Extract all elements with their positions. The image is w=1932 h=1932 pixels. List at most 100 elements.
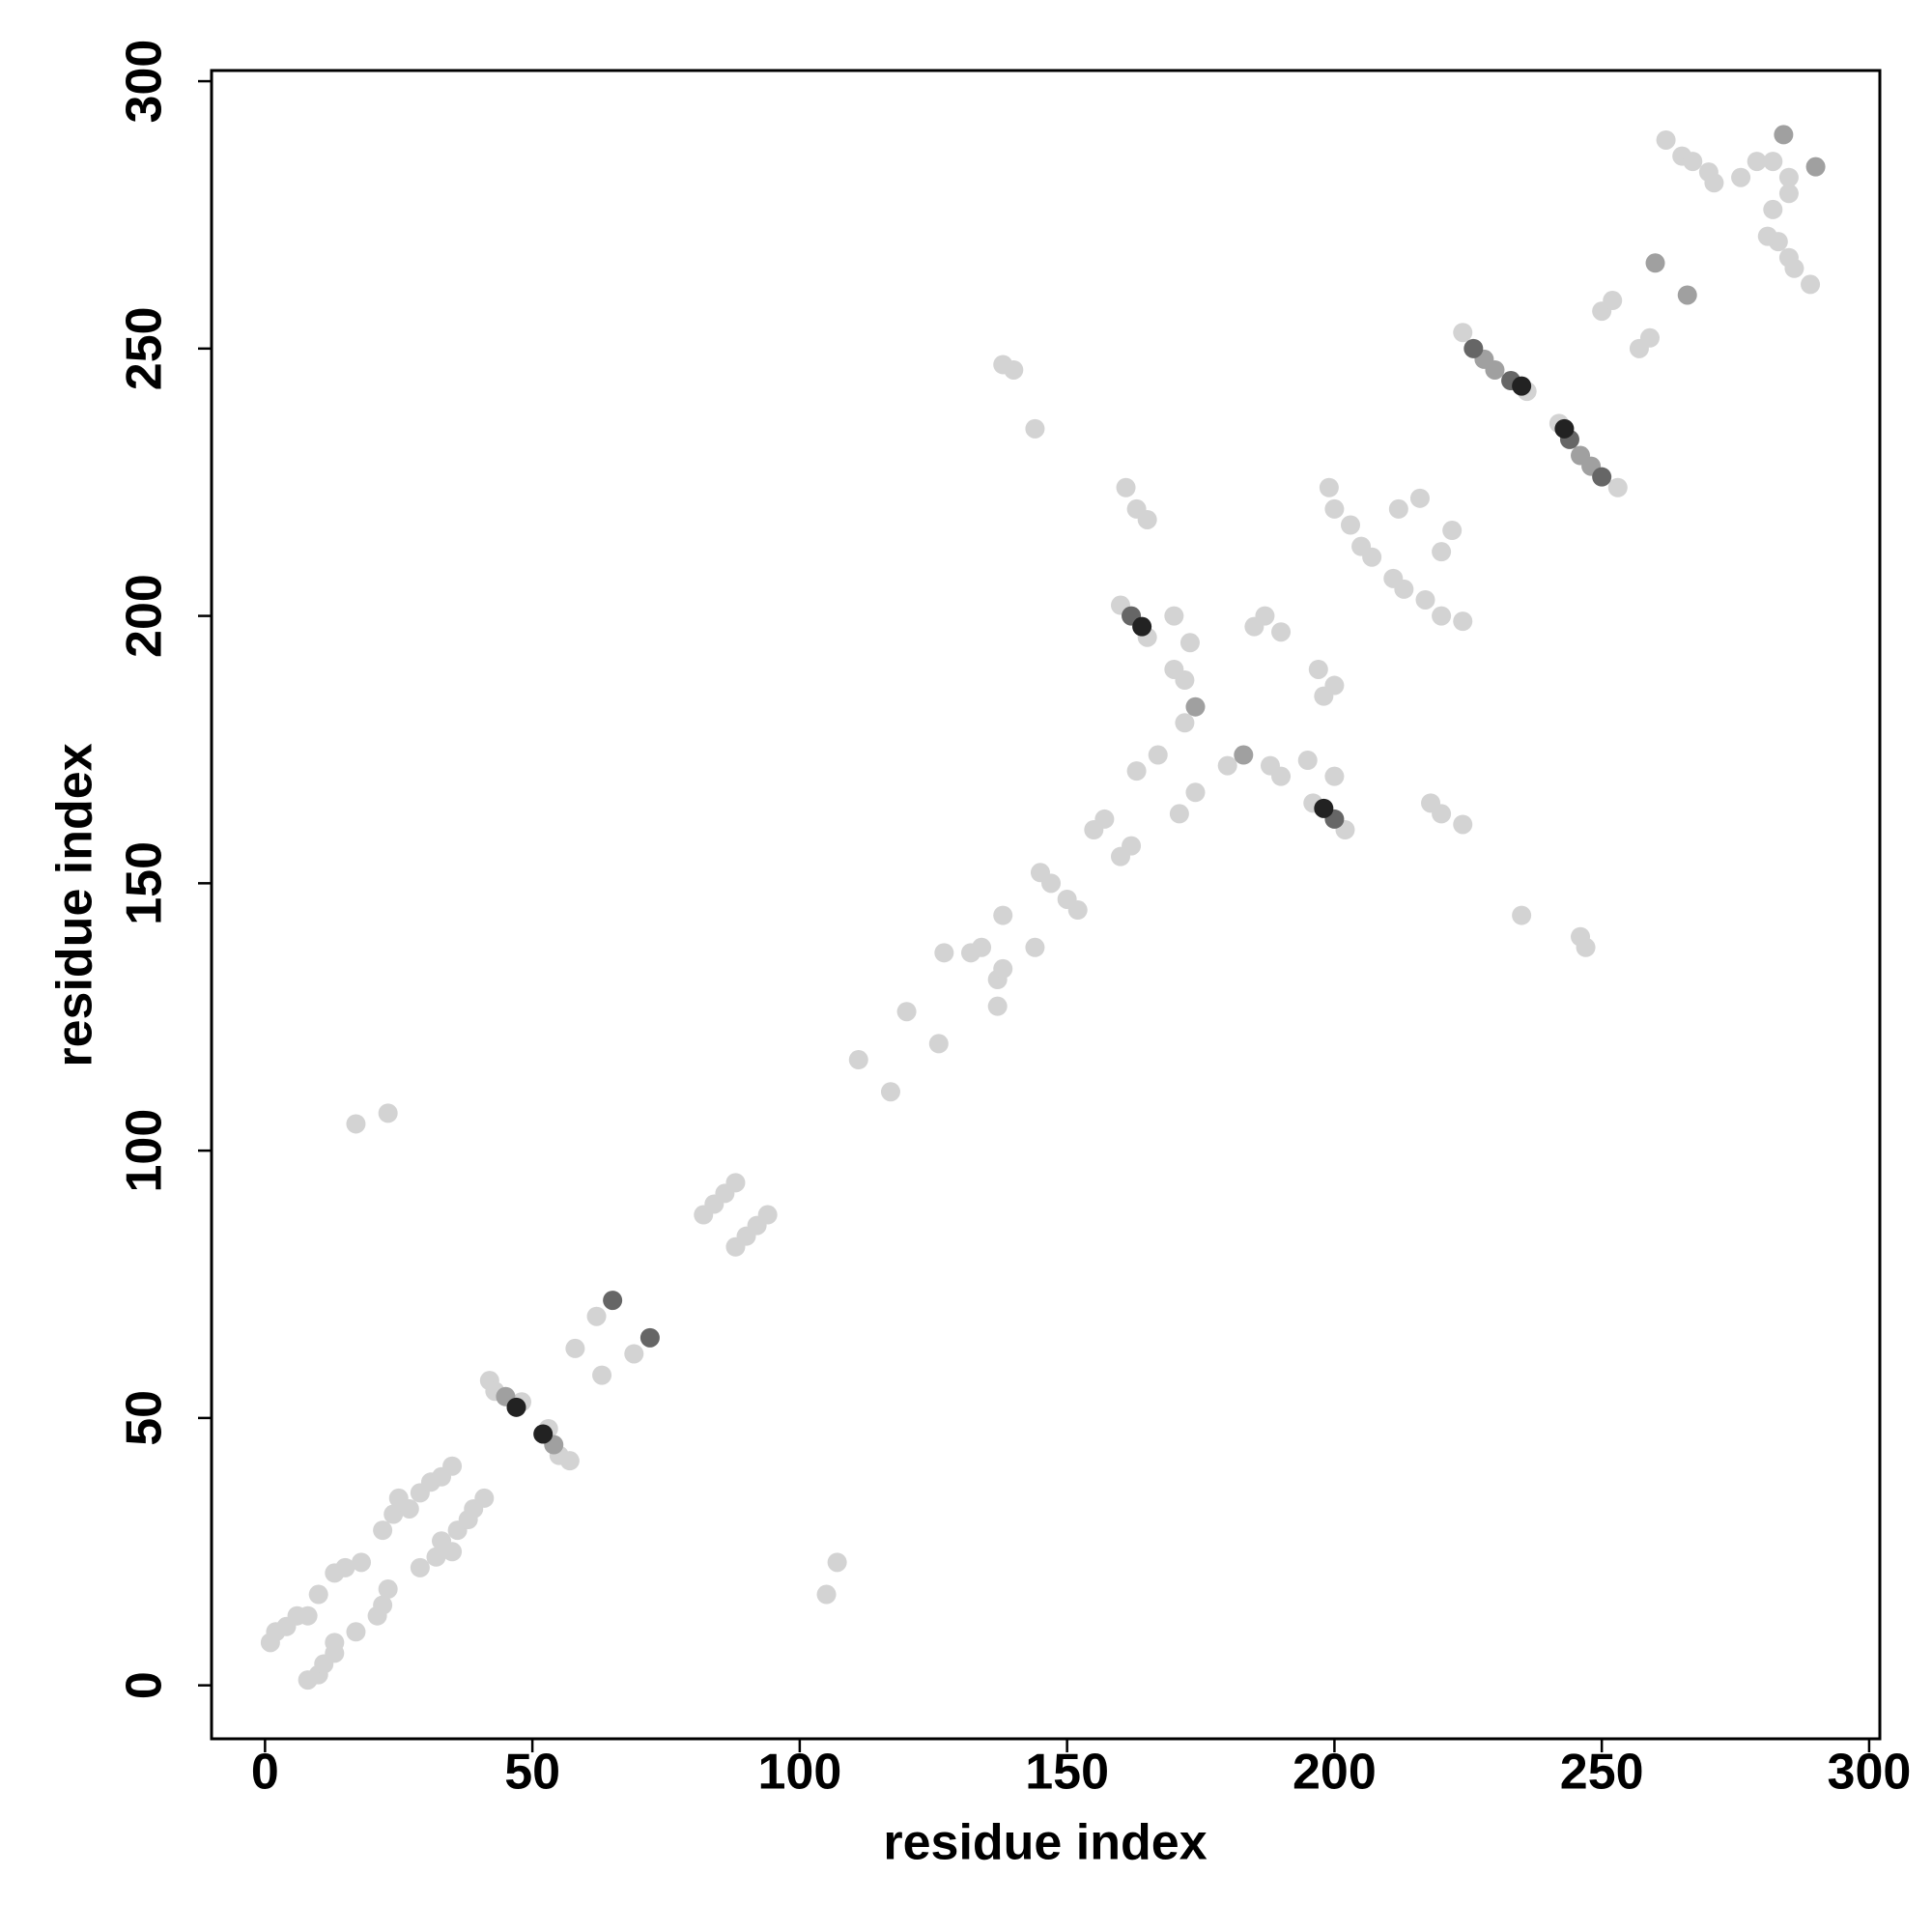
contact-point (1324, 498, 1345, 519)
contact-point (624, 1344, 644, 1364)
contact-point (1179, 633, 1200, 653)
contact-point (298, 1605, 318, 1626)
contact-point (1234, 745, 1254, 765)
contact-point (1341, 515, 1361, 535)
contact-point (1271, 622, 1292, 642)
contact-point (1731, 167, 1751, 187)
contact-point (928, 1034, 949, 1054)
contact-point (1512, 376, 1532, 396)
contact-point (1314, 798, 1334, 818)
contact-point (506, 1397, 526, 1417)
contact-point (1164, 606, 1184, 626)
contact-point (603, 1291, 623, 1311)
contact-point (373, 1595, 393, 1615)
contact-point (384, 1504, 404, 1524)
contact-point (1217, 755, 1237, 776)
contact-point (1148, 745, 1168, 765)
contact-point (880, 1082, 900, 1102)
contact-point (1122, 836, 1142, 856)
contact-point (1388, 498, 1408, 519)
contact-point (757, 1205, 778, 1225)
y-tick-label: 300 (117, 40, 173, 124)
contact-point (378, 1579, 398, 1600)
contact-point (1683, 152, 1703, 172)
y-axis-title: residue index (47, 743, 103, 1066)
contact-point (1778, 167, 1799, 187)
contact-point (1169, 804, 1189, 824)
contact-point (373, 1520, 393, 1541)
contact-point (848, 1050, 868, 1070)
y-tick-label: 100 (117, 1109, 173, 1193)
contact-point (1297, 751, 1318, 771)
contact-point (1126, 761, 1147, 781)
contact-point (346, 1622, 366, 1642)
contact-point (1308, 659, 1328, 679)
contact-point (972, 937, 992, 957)
contact-point (934, 943, 954, 963)
contact-point (1805, 156, 1826, 177)
contact-point (1324, 766, 1345, 786)
contact-point (1004, 359, 1024, 380)
contact-point (1453, 814, 1473, 835)
contact-point (1094, 809, 1115, 829)
contact-point (1763, 199, 1783, 219)
contact-point (827, 1552, 847, 1573)
contact-point (1571, 445, 1591, 466)
contact-point (1415, 589, 1435, 610)
contact-point (1603, 291, 1623, 311)
contact-point (335, 1557, 355, 1577)
contact-point (1432, 542, 1452, 562)
contact-point (1025, 418, 1045, 439)
contact-point (1677, 285, 1697, 305)
contact-point (399, 1498, 419, 1519)
y-tick-label: 150 (117, 841, 173, 925)
plot-frame (210, 69, 1882, 1741)
contact-point (1554, 418, 1575, 439)
contact-point (533, 1424, 554, 1444)
contact-point (993, 905, 1013, 925)
contact-point (1132, 616, 1152, 637)
contact-point (1185, 696, 1206, 717)
contact-point (1607, 477, 1628, 497)
contact-point (993, 958, 1013, 979)
contact-point (432, 1531, 452, 1551)
contact-point (1025, 937, 1045, 957)
contact-point (586, 1306, 607, 1326)
y-tick-label: 0 (117, 1671, 173, 1699)
contact-point (1453, 611, 1473, 632)
contact-point (1485, 359, 1505, 380)
contact-point (410, 1557, 430, 1577)
contact-point (639, 1327, 660, 1348)
contact-point (1324, 675, 1345, 696)
contact-point (1704, 173, 1724, 193)
contact-point (896, 1002, 917, 1022)
contact-point (351, 1552, 371, 1573)
contact-point (442, 1456, 463, 1476)
contact-point (1656, 129, 1676, 150)
contact-point (1757, 226, 1777, 246)
x-tick-label: 300 (1828, 1745, 1912, 1801)
contact-point (1041, 873, 1062, 894)
contact-point (1639, 327, 1660, 348)
contact-point (1763, 152, 1783, 172)
contact-point (1747, 152, 1767, 172)
x-axis-title: residue index (883, 1815, 1207, 1871)
contact-point (1255, 606, 1275, 626)
contact-point (725, 1173, 746, 1193)
contact-point (426, 1547, 446, 1567)
contact-point (1057, 889, 1077, 909)
contact-point (1778, 184, 1799, 204)
x-tick-label: 200 (1293, 1745, 1377, 1801)
contact-point (1362, 547, 1382, 567)
contact-point (1175, 670, 1195, 691)
x-tick-label: 150 (1025, 1745, 1109, 1801)
contact-point (1409, 488, 1430, 508)
contact-point (592, 1365, 612, 1385)
contact-point (1116, 477, 1136, 497)
contact-point (987, 996, 1008, 1016)
y-tick-label: 250 (117, 306, 173, 390)
contact-point (1137, 509, 1157, 529)
contact-point (1778, 247, 1799, 268)
x-tick-label: 250 (1560, 1745, 1644, 1801)
